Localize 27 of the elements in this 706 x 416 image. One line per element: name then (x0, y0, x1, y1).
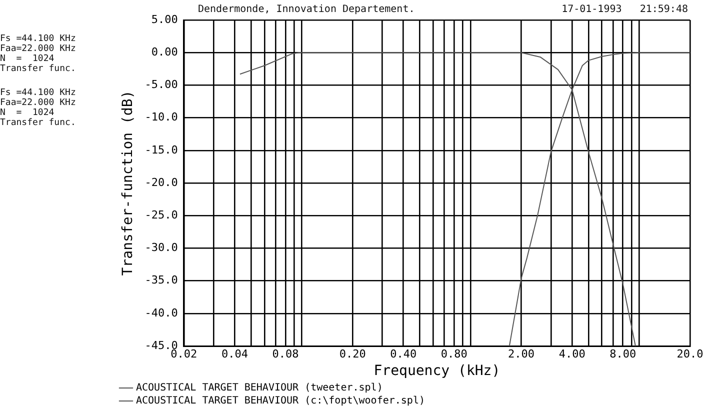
y-tick-label: -25.0 (144, 208, 178, 222)
text: Dendermonde, Innovation Departement. (198, 4, 415, 15)
x-tick-label: 2.00 (508, 347, 535, 360)
text: Fs =44.100 KHz Faa=22.000 KHz N = 1024 Transfer func. (0, 88, 76, 128)
text: 17-01-1993 21:59:48 (562, 4, 688, 15)
text: Fs =44.100 KHz Faa=22.000 KHz N = 1024 Transfer func. (0, 34, 76, 74)
legend-label: ACOUSTICAL TARGET BEHAVIOUR (tweeter.spl) (136, 382, 383, 394)
y-tick-label: -10.0 (144, 110, 178, 124)
x-tick-label: 8.00 (610, 347, 636, 360)
y-tick-label: -40.0 (144, 306, 178, 320)
y-axis-title: Transfer-function (dB) (120, 90, 136, 276)
x-tick-label: 20.0 (676, 347, 704, 360)
x-tick-label: 4.00 (558, 347, 586, 360)
y-tick-label: -35.0 (144, 274, 178, 287)
y-tick-label: -30.0 (144, 241, 178, 254)
x-axis-title: Frequency (kHz) (374, 363, 500, 380)
x-tick-label: 0.04 (221, 347, 248, 360)
y-tick-label: 5.00 (151, 12, 178, 26)
y-tick-label: -20.0 (144, 176, 178, 189)
y-tick-label: 0.00 (151, 45, 178, 58)
x-tick-label: 0.08 (272, 347, 299, 360)
y-tick-label: -5.00 (144, 78, 178, 92)
legend-label: ACOUSTICAL TARGET BEHAVIOUR (c:\fopt\woofer.spl) (136, 396, 425, 407)
x-tick-label: 0.20 (339, 347, 366, 360)
x-tick-label: 0.80 (440, 347, 468, 360)
x-tick-label: 0.40 (390, 347, 417, 360)
y-tick-label: -15.0 (144, 143, 178, 156)
